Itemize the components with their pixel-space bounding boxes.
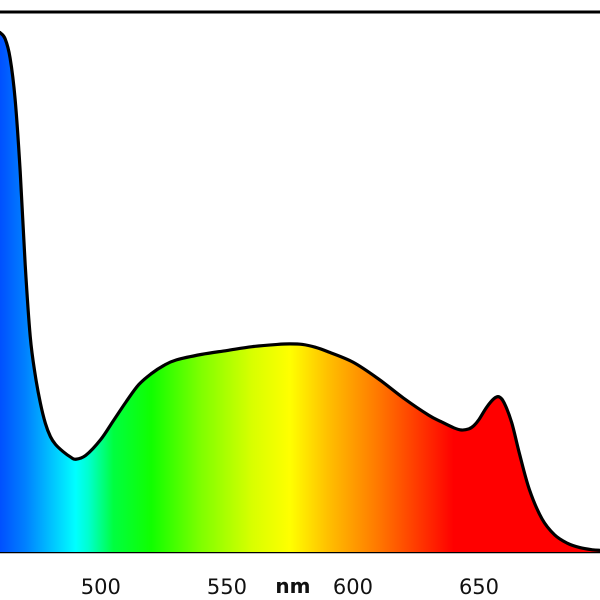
x-tick-label-500: 500 <box>81 575 121 599</box>
spectrum-area <box>0 32 600 552</box>
x-tick-labels: 500 550 600 650 <box>81 575 499 599</box>
x-tick-label-550: 550 <box>207 575 247 599</box>
x-tick-label-600: 600 <box>333 575 373 599</box>
x-tick-label-650: 650 <box>459 575 499 599</box>
spectrum-line <box>0 30 600 552</box>
x-axis-unit-label: nm <box>275 574 310 598</box>
